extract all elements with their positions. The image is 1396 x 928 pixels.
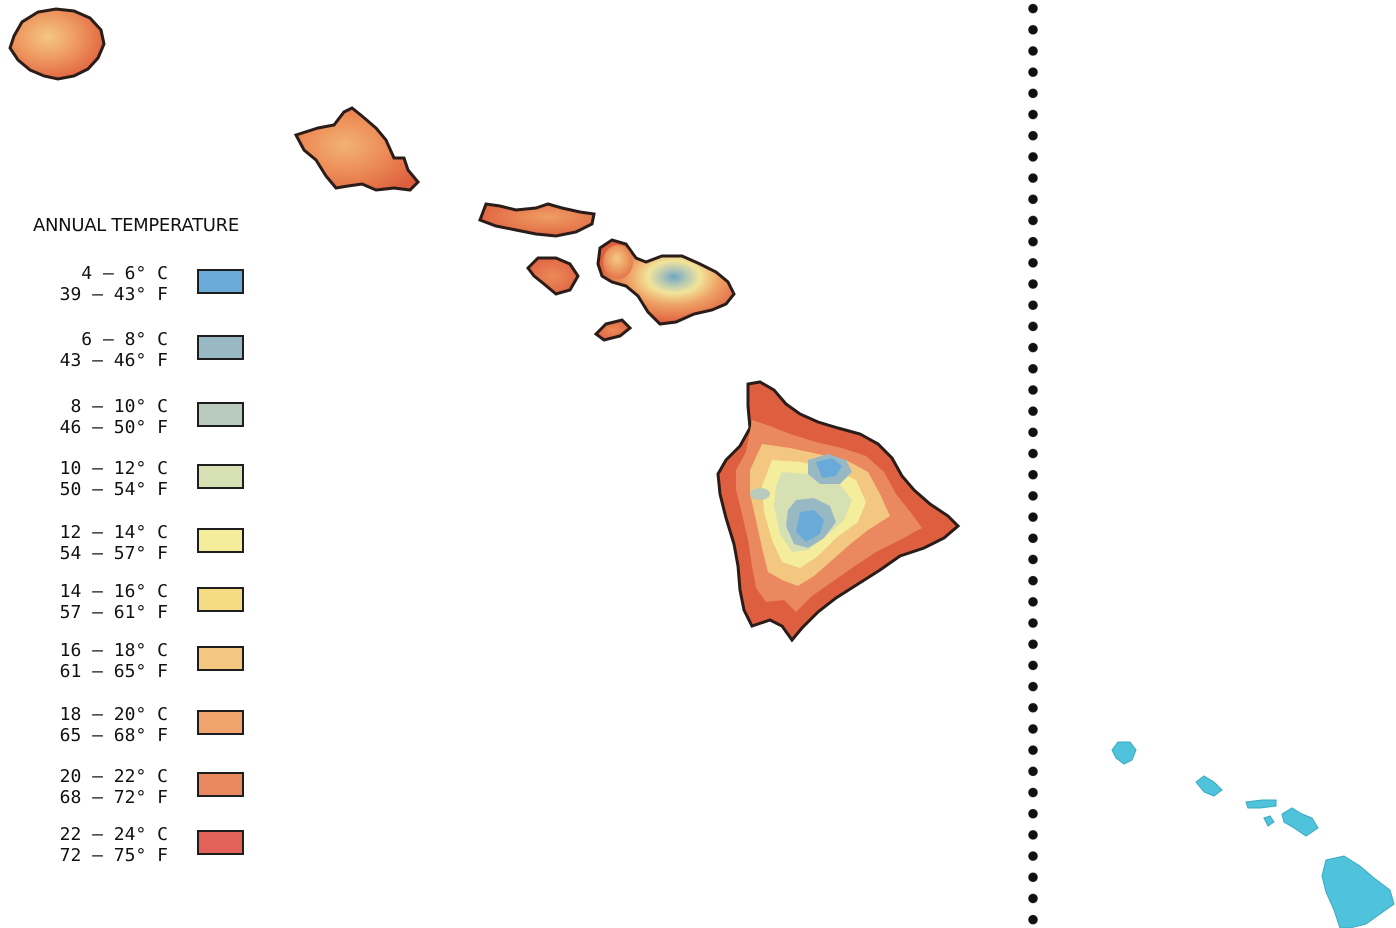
legend-label: 20 – 22° C 68 – 72° F xyxy=(60,766,168,808)
legend-fahrenheit: 50 – 54° F xyxy=(59,479,168,500)
legend-celsius: 20 – 22° C xyxy=(59,766,168,787)
legend-swatch xyxy=(197,335,244,360)
legend-fahrenheit: 72 – 75° F xyxy=(59,845,168,866)
legend-label: 12 – 14° C 54 – 57° F xyxy=(60,522,168,564)
legend-fahrenheit: 46 – 50° F xyxy=(59,417,168,438)
legend-item-4: 12 – 14° C 54 – 57° F xyxy=(40,522,260,568)
kauai-island xyxy=(8,7,106,81)
legend-swatch xyxy=(197,528,244,553)
big-island xyxy=(716,380,961,643)
legend-item-1: 6 – 8° C 43 – 46° F xyxy=(40,329,260,375)
legend-celsius: 8 – 10° C xyxy=(70,396,168,417)
legend-celsius: 18 – 20° C xyxy=(59,704,168,725)
legend-celsius: 22 – 24° C xyxy=(59,824,168,845)
legend-title: ANNUAL TEMPERATURE xyxy=(33,215,239,236)
legend-label: 22 – 24° C 72 – 75° F xyxy=(60,824,168,866)
legend-celsius: 10 – 12° C xyxy=(59,458,168,479)
legend-item-9: 22 – 24° C 72 – 75° F xyxy=(40,824,260,870)
legend-item-7: 18 – 20° C 65 – 68° F xyxy=(40,704,260,750)
oahu-island xyxy=(293,106,421,192)
dotted-divider xyxy=(1027,0,1039,928)
inset-locator-map xyxy=(1111,741,1395,928)
legend-fahrenheit: 65 – 68° F xyxy=(59,725,168,746)
kahoolawe-island xyxy=(593,318,633,342)
molokai-island xyxy=(478,202,596,238)
legend-fahrenheit: 54 – 57° F xyxy=(59,543,168,564)
legend-label: 16 – 18° C 61 – 65° F xyxy=(60,640,168,682)
legend-label: 8 – 10° C 46 – 50° F xyxy=(60,396,168,438)
legend-item-3: 10 – 12° C 50 – 54° F xyxy=(40,458,260,504)
legend-swatch xyxy=(197,830,244,855)
legend-celsius: 16 – 18° C xyxy=(59,640,168,661)
legend-swatch xyxy=(197,587,244,612)
legend-label: 18 – 20° C 65 – 68° F xyxy=(60,704,168,746)
legend-celsius: 4 – 6° C xyxy=(81,263,168,284)
legend-item-8: 20 – 22° C 68 – 72° F xyxy=(40,766,260,812)
legend-item-6: 16 – 18° C 61 – 65° F xyxy=(40,640,260,686)
legend-fahrenheit: 57 – 61° F xyxy=(59,602,168,623)
legend-fahrenheit: 43 – 46° F xyxy=(59,350,168,371)
legend-celsius: 14 – 16° C xyxy=(59,581,168,602)
legend-item-0: 4 – 6° C 39 – 43° F xyxy=(40,263,260,309)
legend-celsius: 12 – 14° C xyxy=(59,522,168,543)
legend-label: 4 – 6° C 39 – 43° F xyxy=(60,263,168,305)
legend-label: 10 – 12° C 50 – 54° F xyxy=(60,458,168,500)
legend-fahrenheit: 68 – 72° F xyxy=(59,787,168,808)
legend-item-2: 8 – 10° C 46 – 50° F xyxy=(40,396,260,442)
lanai-island xyxy=(526,256,580,296)
maui-island xyxy=(596,238,736,326)
legend-label: 14 – 16° C 57 – 61° F xyxy=(60,581,168,623)
legend-swatch xyxy=(197,710,244,735)
legend-swatch xyxy=(197,464,244,489)
legend-label: 6 – 8° C 43 – 46° F xyxy=(60,329,168,371)
legend-swatch xyxy=(197,646,244,671)
legend-swatch xyxy=(197,402,244,427)
legend-swatch xyxy=(197,269,244,294)
legend-fahrenheit: 61 – 65° F xyxy=(59,661,168,682)
legend-swatch xyxy=(197,772,244,797)
legend-item-5: 14 – 16° C 57 – 61° F xyxy=(40,581,260,627)
legend-celsius: 6 – 8° C xyxy=(81,329,168,350)
legend-fahrenheit: 39 – 43° F xyxy=(59,284,168,305)
